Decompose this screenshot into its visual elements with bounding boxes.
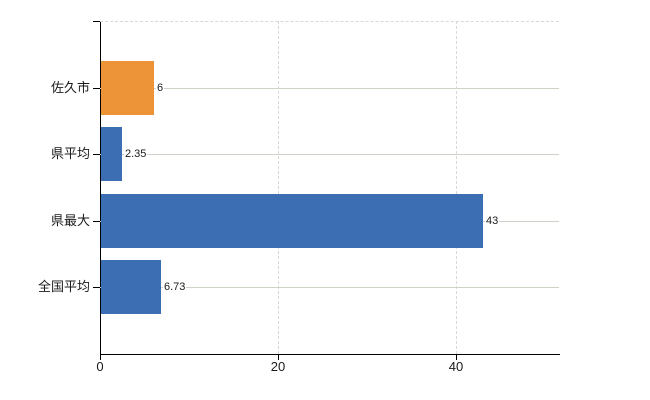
- y-tick: [93, 88, 100, 89]
- y-tick: [93, 287, 100, 288]
- plot-area: 6 2.35 43 6.73: [93, 21, 559, 360]
- category-label: 佐久市: [50, 80, 90, 95]
- x-axis-line: [100, 354, 560, 355]
- bar-value-label: 2.35: [124, 146, 148, 162]
- bar: [101, 260, 161, 314]
- h-gridline: [100, 88, 559, 89]
- h-gridline: [100, 287, 559, 288]
- bar: [101, 194, 483, 248]
- v-gridline: [278, 21, 279, 354]
- bar-value-label: 6: [156, 80, 165, 96]
- bar-value-label: 43: [485, 213, 500, 229]
- y-tick: [93, 154, 100, 155]
- bar-value-label: 6.73: [163, 279, 187, 295]
- category-label: 県平均: [50, 146, 90, 161]
- x-tick: [100, 355, 101, 360]
- h-gridline: [100, 154, 559, 155]
- y-axis-cap-tick: [93, 21, 100, 22]
- bar: [101, 127, 122, 181]
- v-gridline: [456, 21, 457, 354]
- y-tick: [93, 221, 100, 222]
- x-tick-label: 40: [448, 359, 464, 374]
- x-tick: [278, 355, 279, 360]
- bar: [101, 61, 154, 115]
- x-tick-label: 20: [270, 359, 286, 374]
- category-label: 県最大: [50, 213, 90, 228]
- x-tick-label: 0: [96, 359, 104, 374]
- plot-top-border: [100, 21, 559, 22]
- y-axis-line: [100, 21, 101, 355]
- category-label: 全国平均: [37, 279, 90, 294]
- x-tick: [456, 355, 457, 360]
